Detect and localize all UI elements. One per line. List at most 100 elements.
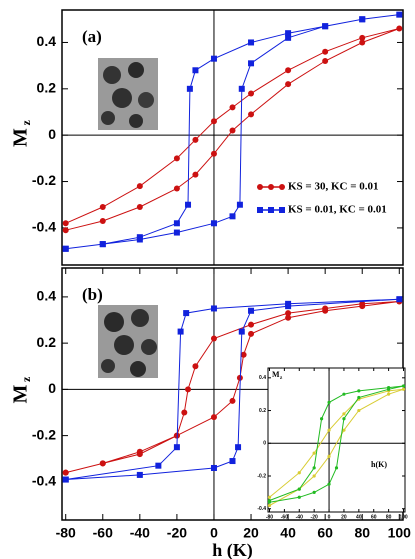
legend-marker	[257, 207, 263, 213]
marker	[173, 155, 180, 162]
panel: -0.4-0.200.20.4-80 -60 -40 -20 0 20 40 60 80 100(…	[10, 267, 412, 559]
legend-label: KS = 0.01, KC = 0.01	[288, 204, 387, 216]
y-tick-label: 0.2	[37, 80, 57, 96]
marker	[359, 300, 366, 307]
marker	[396, 296, 403, 303]
marker	[248, 90, 255, 97]
marker	[210, 335, 217, 342]
marker	[297, 495, 301, 499]
x-tick-label: -40	[296, 514, 303, 520]
legend-marker	[268, 184, 274, 190]
y-tick-label: 0.2	[37, 334, 57, 350]
y-label: M	[10, 128, 32, 147]
marker	[210, 150, 217, 157]
x-tick-label: 20	[341, 514, 347, 520]
y-tick-label: -0.4	[257, 506, 266, 512]
marker	[359, 16, 366, 23]
y-tick-label: -0.2	[32, 426, 56, 442]
marker	[322, 305, 329, 312]
marker	[192, 136, 199, 143]
marker	[136, 234, 143, 241]
marker	[401, 384, 406, 388]
marker	[387, 392, 391, 396]
marker	[183, 310, 190, 317]
x-tick-label: -60	[281, 514, 288, 520]
marker	[342, 417, 346, 421]
marker	[357, 395, 361, 400]
marker	[322, 48, 329, 55]
marker	[285, 310, 292, 317]
y-tick-label: 0	[48, 126, 56, 142]
marker	[267, 498, 272, 503]
marker	[136, 471, 143, 478]
marker	[248, 307, 255, 314]
x-tick-label: 20	[243, 525, 259, 541]
y-tick-label: 0.2	[259, 408, 266, 414]
marker	[99, 460, 106, 467]
legend-marker	[279, 184, 285, 190]
marker	[401, 387, 406, 391]
marker	[342, 392, 346, 396]
marker	[173, 220, 180, 227]
marker	[285, 30, 292, 37]
marker	[322, 58, 329, 64]
marker	[192, 67, 199, 74]
marker	[173, 185, 180, 192]
marker	[312, 466, 316, 470]
marker	[342, 428, 346, 432]
y-tick-label: 0	[263, 441, 266, 447]
panel-label: (a)	[82, 27, 102, 46]
marker	[229, 458, 236, 465]
marker	[136, 204, 143, 211]
y-label-sub: z	[280, 376, 283, 381]
marker	[177, 328, 184, 335]
y-tick-label: 0.4	[37, 33, 57, 49]
marker	[229, 397, 236, 404]
marker	[285, 314, 292, 321]
x-tick-label: -80	[56, 525, 76, 541]
marker	[327, 400, 331, 404]
plot-frame	[267, 367, 406, 513]
x-tick-label: 0	[328, 514, 331, 520]
x-tick-label: 80	[354, 525, 370, 541]
marker	[99, 204, 106, 211]
marker	[327, 482, 331, 486]
x-tick-label: -60	[93, 525, 113, 541]
x-tick-label: 40	[280, 525, 296, 541]
marker	[267, 503, 272, 508]
marker	[186, 85, 193, 92]
y-tick-label: 0.4	[259, 375, 266, 381]
marker	[229, 213, 236, 220]
x-label: h (K)	[212, 540, 253, 559]
marker	[327, 428, 331, 432]
marker	[327, 454, 331, 458]
marker	[62, 469, 69, 476]
marker	[342, 412, 346, 416]
legend-marker	[268, 207, 274, 213]
marker	[155, 462, 162, 469]
marker	[312, 451, 316, 455]
marker	[210, 464, 217, 471]
marker	[357, 408, 361, 413]
marker	[185, 386, 192, 393]
y-tick-label: 0.4	[37, 288, 57, 304]
marker	[181, 409, 188, 416]
x-tick-label: 100	[388, 525, 412, 541]
marker	[297, 471, 301, 475]
marker	[248, 111, 255, 118]
marker	[99, 241, 106, 248]
marker	[320, 417, 324, 421]
marker	[235, 444, 242, 451]
marker	[285, 34, 292, 41]
marker	[312, 474, 316, 478]
y-tick-label: 0	[48, 380, 56, 396]
marker	[62, 245, 69, 252]
y-tick-label: -0.4	[32, 473, 56, 489]
marker	[285, 300, 292, 307]
marker	[210, 414, 217, 421]
marker	[229, 127, 236, 134]
panel-label: (b)	[82, 285, 103, 304]
marker	[136, 183, 143, 190]
marker	[62, 220, 69, 227]
